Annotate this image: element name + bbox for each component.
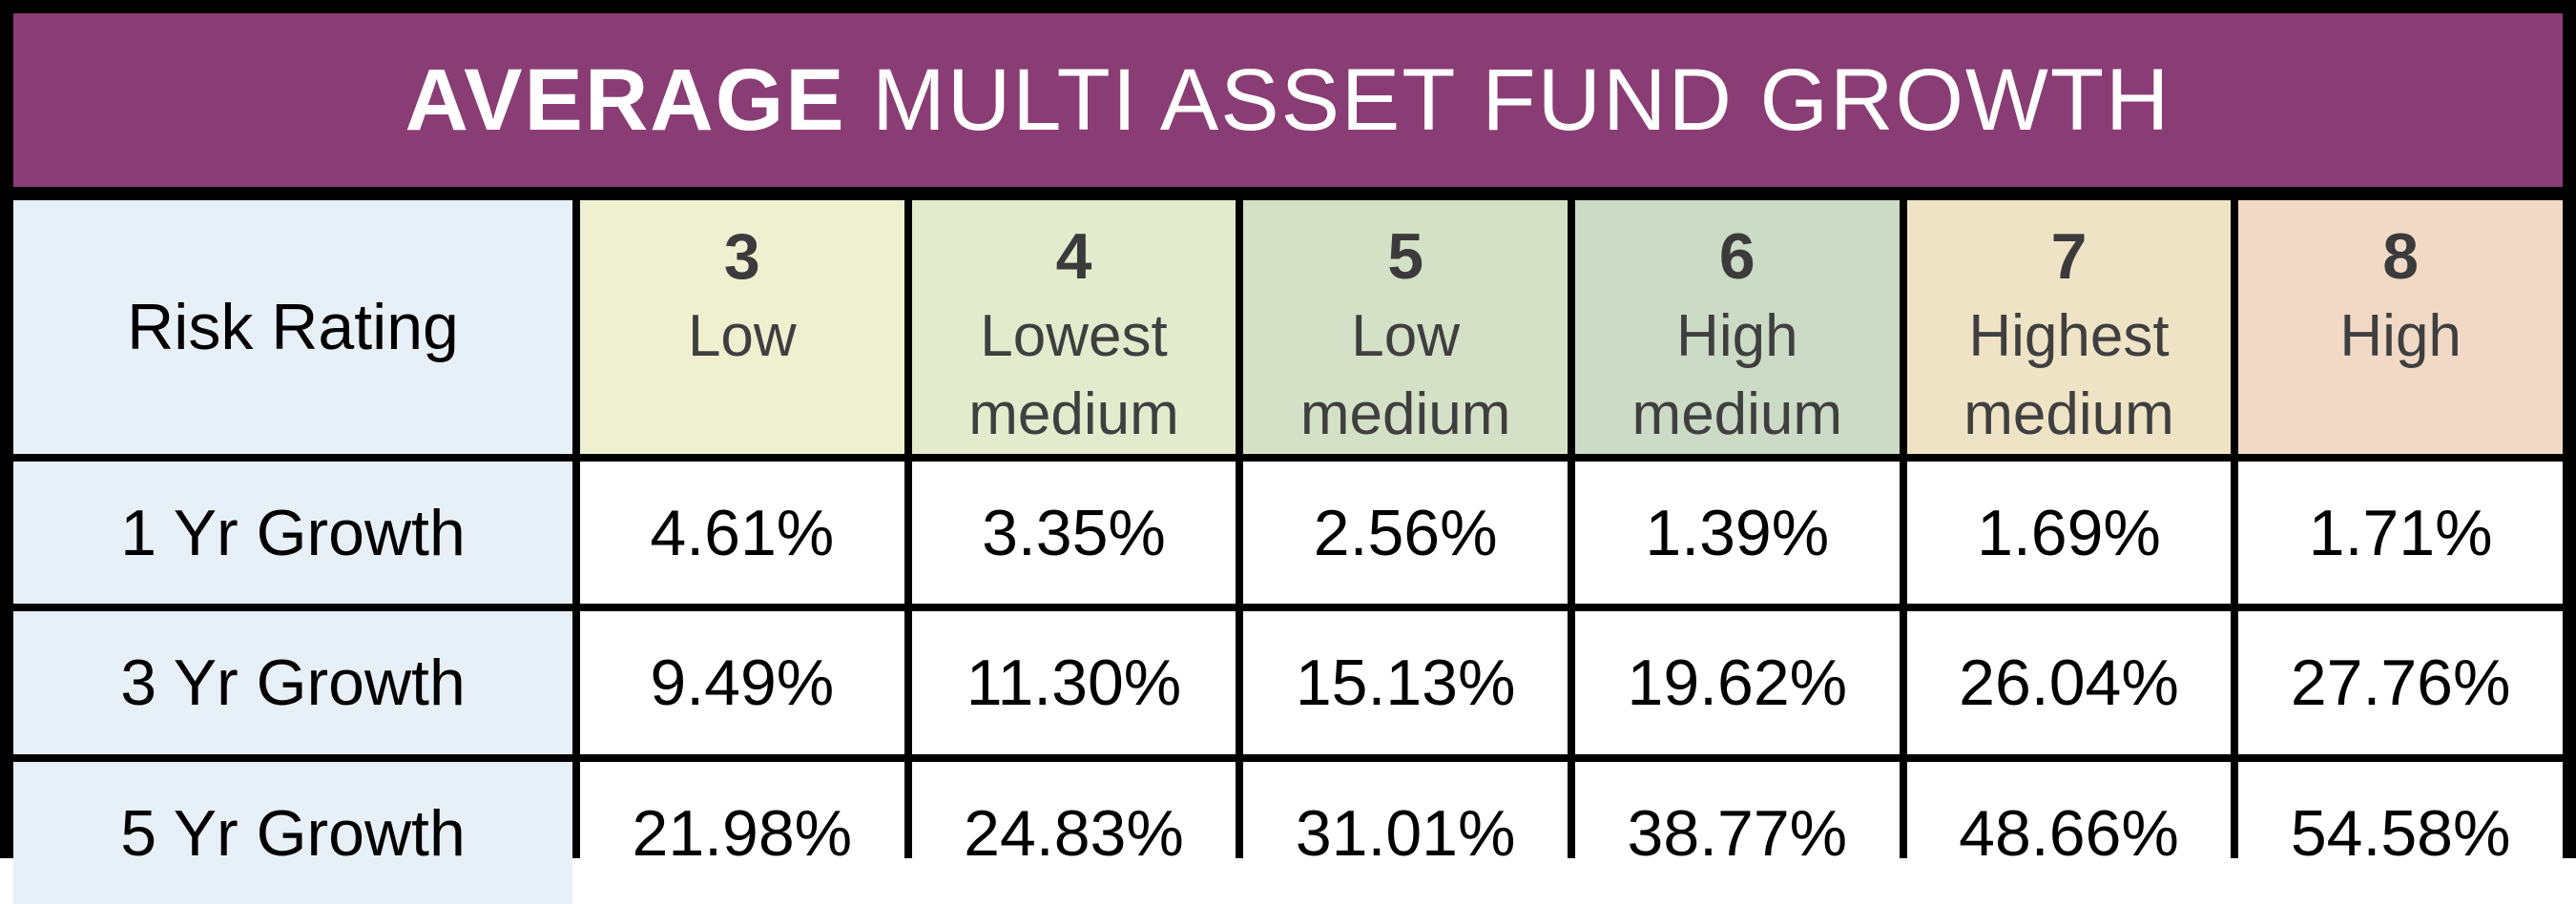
fund-growth-table: Risk Rating 3 Low 4 Lowest medium 5 Low … bbox=[13, 200, 2563, 904]
value-3yr-risk6: 19.62% bbox=[1574, 611, 1900, 754]
value-3yr-risk4: 11.30% bbox=[911, 611, 1236, 754]
value-3yr-risk3: 9.49% bbox=[580, 611, 904, 754]
risk-label: Low medium bbox=[1299, 303, 1511, 447]
risk-label: Highest medium bbox=[1963, 303, 2174, 447]
risk-number: 8 bbox=[2382, 220, 2420, 293]
risk-label: High medium bbox=[1631, 303, 1843, 447]
value-5yr-risk8: 54.58% bbox=[2238, 761, 2563, 904]
risk-number: 5 bbox=[1387, 220, 1424, 293]
value-1yr-risk5: 2.56% bbox=[1243, 462, 1568, 605]
row-label-5yr-growth: 5 Yr Growth bbox=[13, 761, 572, 904]
value-1yr-risk4: 3.35% bbox=[911, 462, 1236, 605]
column-header-risk-6: 6 High medium bbox=[1574, 200, 1900, 454]
risk-label: Lowest medium bbox=[968, 303, 1179, 447]
value-1yr-risk7: 1.69% bbox=[1906, 462, 2232, 605]
value-1yr-risk3: 4.61% bbox=[580, 462, 904, 605]
page-title-rest: MULTI ASSET FUND GROWTH bbox=[845, 51, 2171, 149]
value-1yr-risk8: 1.71% bbox=[2238, 462, 2563, 605]
row-label-1yr-growth: 1 Yr Growth bbox=[13, 462, 572, 605]
value-5yr-risk4: 24.83% bbox=[911, 761, 1236, 904]
risk-label: High bbox=[2339, 303, 2462, 369]
risk-label: Low bbox=[687, 303, 797, 369]
value-3yr-risk7: 26.04% bbox=[1906, 611, 2232, 754]
risk-number: 3 bbox=[723, 220, 760, 293]
value-1yr-risk6: 1.39% bbox=[1574, 462, 1900, 605]
page-title-bold: AVERAGE bbox=[405, 51, 846, 149]
column-header-risk-7: 7 Highest medium bbox=[1906, 200, 2232, 454]
column-header-risk-3: 3 Low bbox=[580, 200, 904, 454]
column-header-risk-4: 4 Lowest medium bbox=[911, 200, 1236, 454]
risk-number: 7 bbox=[2050, 220, 2088, 293]
value-3yr-risk8: 27.76% bbox=[2238, 611, 2563, 754]
value-5yr-risk3: 21.98% bbox=[580, 761, 904, 904]
value-3yr-risk5: 15.13% bbox=[1243, 611, 1568, 754]
risk-number: 6 bbox=[1718, 220, 1755, 293]
value-5yr-risk5: 31.01% bbox=[1243, 761, 1568, 904]
value-5yr-risk6: 38.77% bbox=[1574, 761, 1900, 904]
column-header-risk-5: 5 Low medium bbox=[1243, 200, 1568, 454]
risk-number: 4 bbox=[1055, 220, 1092, 293]
page-title: AVERAGE MULTI ASSET FUND GROWTH bbox=[405, 51, 2171, 151]
row-label-3yr-growth: 3 Yr Growth bbox=[13, 611, 572, 754]
title-band: AVERAGE MULTI ASSET FUND GROWTH bbox=[13, 13, 2563, 187]
corner-header-risk-rating: Risk Rating bbox=[13, 200, 572, 454]
column-header-risk-8: 8 High bbox=[2238, 200, 2563, 454]
value-5yr-risk7: 48.66% bbox=[1906, 761, 2232, 904]
